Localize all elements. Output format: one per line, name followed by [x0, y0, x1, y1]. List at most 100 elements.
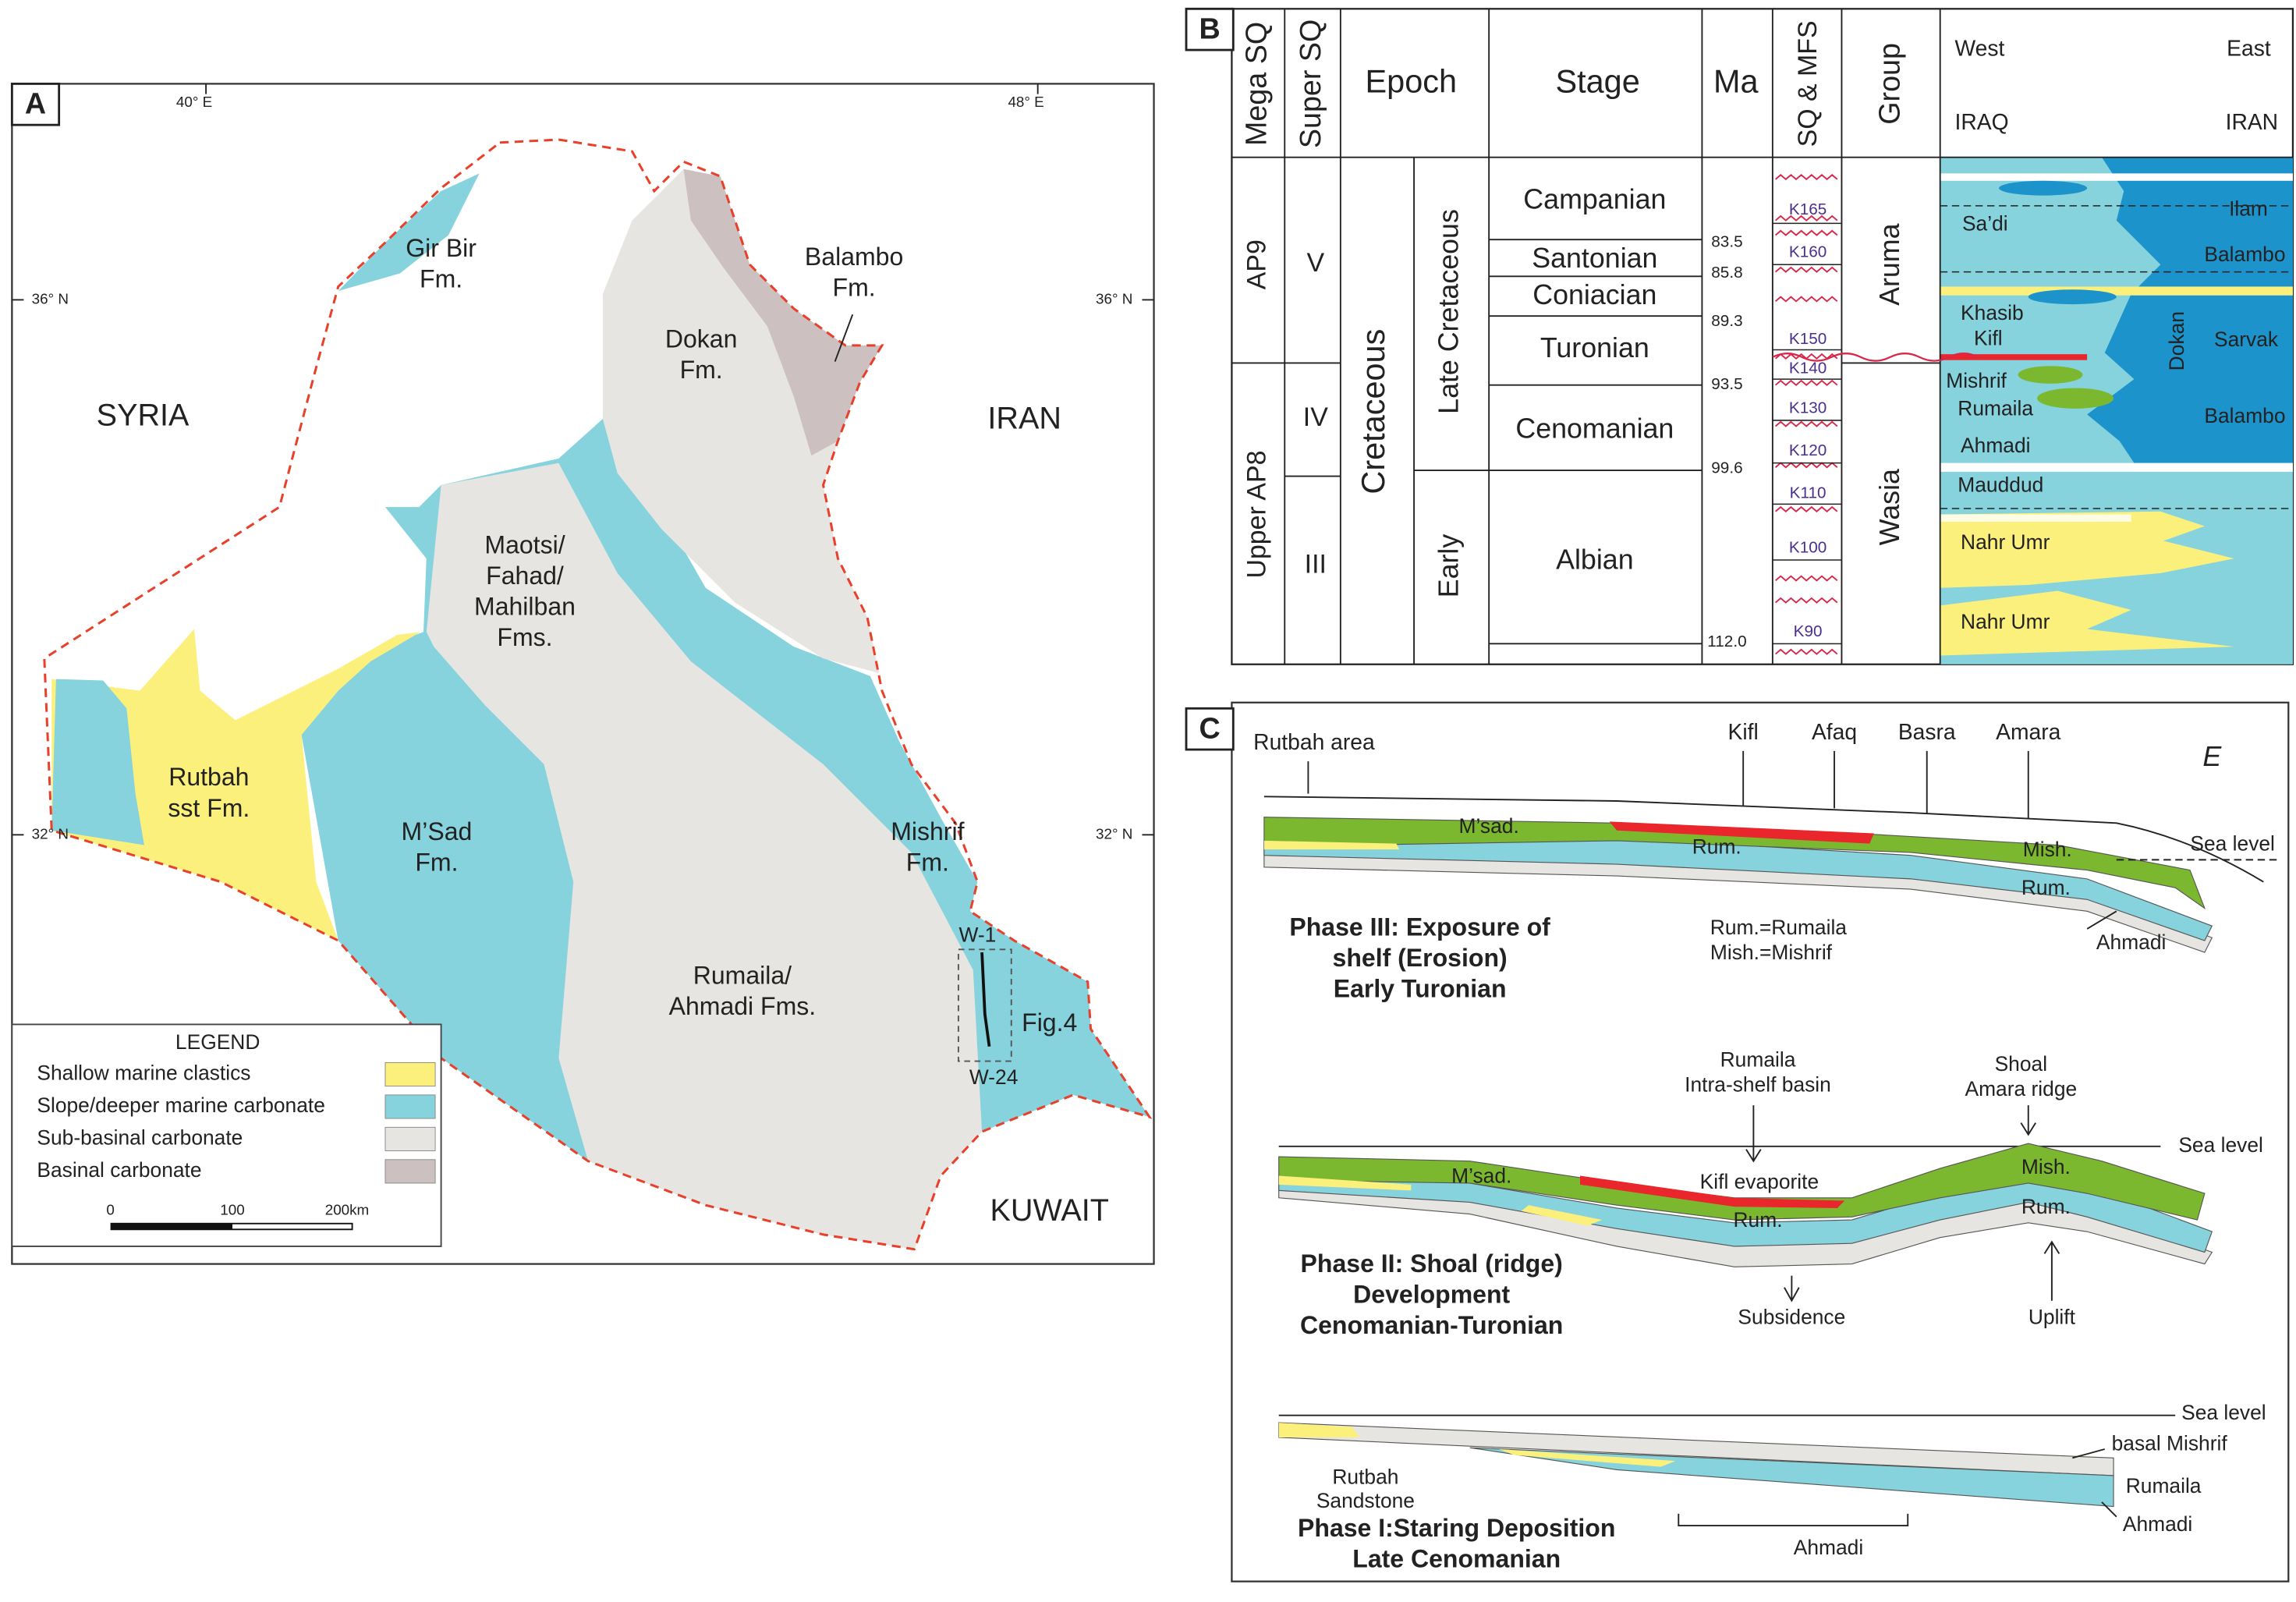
age: 85.8 — [1711, 264, 1742, 282]
legend-swatch — [384, 1126, 436, 1151]
sequence-boundary — [1775, 229, 1838, 236]
legend-label: Shallow marine clastics — [37, 1061, 250, 1084]
phase-title: Phase I:Staring Deposition — [1298, 1514, 1615, 1542]
section-band — [1940, 173, 2293, 181]
formation-label: sst Fm. — [168, 794, 250, 822]
formation-label: Dokan — [665, 325, 738, 353]
section-label: Rum. — [2021, 876, 2071, 899]
unit-label: Sarvak — [2214, 328, 2279, 351]
header: Super SQ — [1294, 19, 1327, 148]
section-label: Subsidence — [1738, 1305, 1845, 1328]
unit-label: Rumaila — [1958, 397, 2033, 420]
scale-bar — [110, 1222, 353, 1231]
sequence: K150 — [1789, 330, 1827, 348]
period: Cretaceous — [1355, 329, 1391, 494]
section-label: Rumaila — [2126, 1474, 2202, 1497]
unit-label: Ilam — [2229, 197, 2268, 220]
latitude-label: 32° N — [1096, 825, 1132, 842]
age: 112.0 — [1707, 633, 1746, 650]
stage: Cenomanian — [1515, 413, 1674, 445]
section-label: M’sad. — [1459, 814, 1519, 838]
arrow — [2086, 910, 2117, 930]
header: IRAN — [2226, 109, 2279, 134]
sequence-boundary — [1775, 296, 1838, 303]
layer-clastics — [1278, 1175, 1412, 1191]
panel-label-box — [1185, 7, 1235, 51]
scale-label: 200km — [325, 1202, 370, 1218]
age: 89.3 — [1711, 312, 1742, 330]
section-label: Rutbah — [1332, 1466, 1398, 1489]
section-label: Rum.=Rumaila — [1710, 916, 1847, 939]
legend-title: LEGEND — [175, 1030, 260, 1054]
section-label: Mish.=Mishrif — [1710, 941, 1833, 964]
region-basinal — [683, 168, 882, 456]
stage: Albian — [1556, 544, 1634, 575]
country-label: SYRIA — [97, 399, 190, 433]
panel-label: A — [25, 87, 46, 120]
location-label: Rutbah area — [1253, 729, 1375, 754]
formation-label: Mahilban — [474, 593, 576, 621]
formation-label: Rutbah — [168, 763, 249, 791]
formation-label: Fm. — [415, 848, 458, 876]
sequence-boundary — [1775, 266, 1838, 273]
phase-title: Cenomanian-Turonian — [1300, 1311, 1563, 1339]
section-label: Uplift — [2028, 1305, 2076, 1328]
section-label: M’sad. — [1451, 1164, 1511, 1187]
section-label: Mish. — [2023, 838, 2072, 861]
panel-label: B — [1199, 12, 1221, 45]
unit-label: Sa’di — [1962, 211, 2008, 235]
unconformity — [1772, 353, 1979, 362]
lens — [1999, 180, 2088, 196]
well-label: W-1 — [958, 923, 996, 946]
sequence-boundary — [1775, 379, 1838, 386]
header: IRAQ — [1955, 109, 2009, 134]
arrow — [1784, 1275, 1800, 1303]
age: 93.5 — [1711, 375, 1742, 393]
section-basinal — [2087, 157, 2293, 463]
group: Wasia — [1874, 469, 1905, 545]
formation-label: Fm. — [420, 264, 462, 292]
unit-label: Dokan — [2165, 311, 2188, 370]
group: Aruma — [1874, 223, 1905, 306]
legend-label: Slope/deeper marine carbonate — [37, 1093, 324, 1117]
bracket — [1678, 1513, 1909, 1526]
header: Ma — [1713, 62, 1759, 99]
mega-sequence: AP9 — [1242, 239, 1271, 289]
region-slope-carbonate — [338, 173, 480, 292]
phase-title: Early Turonian — [1334, 975, 1507, 1003]
phase-title: Late Cenomanian — [1352, 1545, 1561, 1573]
header: SQ & MFS — [1793, 20, 1823, 147]
phase-title: Phase II: Shoal (ridge) — [1301, 1249, 1563, 1278]
formation-label: Maotsi/ — [484, 530, 565, 558]
evaporite — [1940, 354, 2088, 360]
figure-reference: Fig.4 — [1022, 1008, 1077, 1037]
section-label: Intra-shelf basin — [1685, 1073, 1831, 1097]
direction-label: E — [2202, 741, 2222, 772]
latitude-label: 36° N — [1096, 290, 1132, 307]
header: Stage — [1555, 62, 1639, 99]
region-sub-basinal — [426, 463, 983, 1249]
sequence-boundary — [1775, 174, 1838, 181]
sequence-boundary — [1775, 420, 1838, 427]
scale-label: 100 — [220, 1202, 244, 1218]
section-label: Rumaila — [1720, 1048, 1796, 1072]
sequence: K100 — [1789, 538, 1827, 556]
super-sequence: V — [1307, 248, 1325, 278]
country-label: IRAN — [987, 401, 1061, 435]
sequence: K160 — [1789, 243, 1827, 261]
section-band — [1940, 463, 2293, 472]
longitude-label: 40° E — [176, 94, 212, 110]
stage: Turonian — [1540, 332, 1649, 363]
formation-label: Rumaila/ — [693, 962, 792, 990]
sequence-boundary — [1775, 505, 1838, 513]
phase-title: shelf (Erosion) — [1333, 944, 1508, 972]
formation-label: M’Sad — [402, 817, 473, 845]
sequence: K120 — [1789, 441, 1827, 459]
section-label: basal Mishrif — [2112, 1431, 2228, 1455]
section-band — [1940, 514, 2131, 522]
section-label: Shoal — [1995, 1052, 2047, 1076]
unit-label: Khasib — [1961, 301, 2024, 324]
mega-sequence: Upper AP8 — [1242, 451, 1271, 579]
